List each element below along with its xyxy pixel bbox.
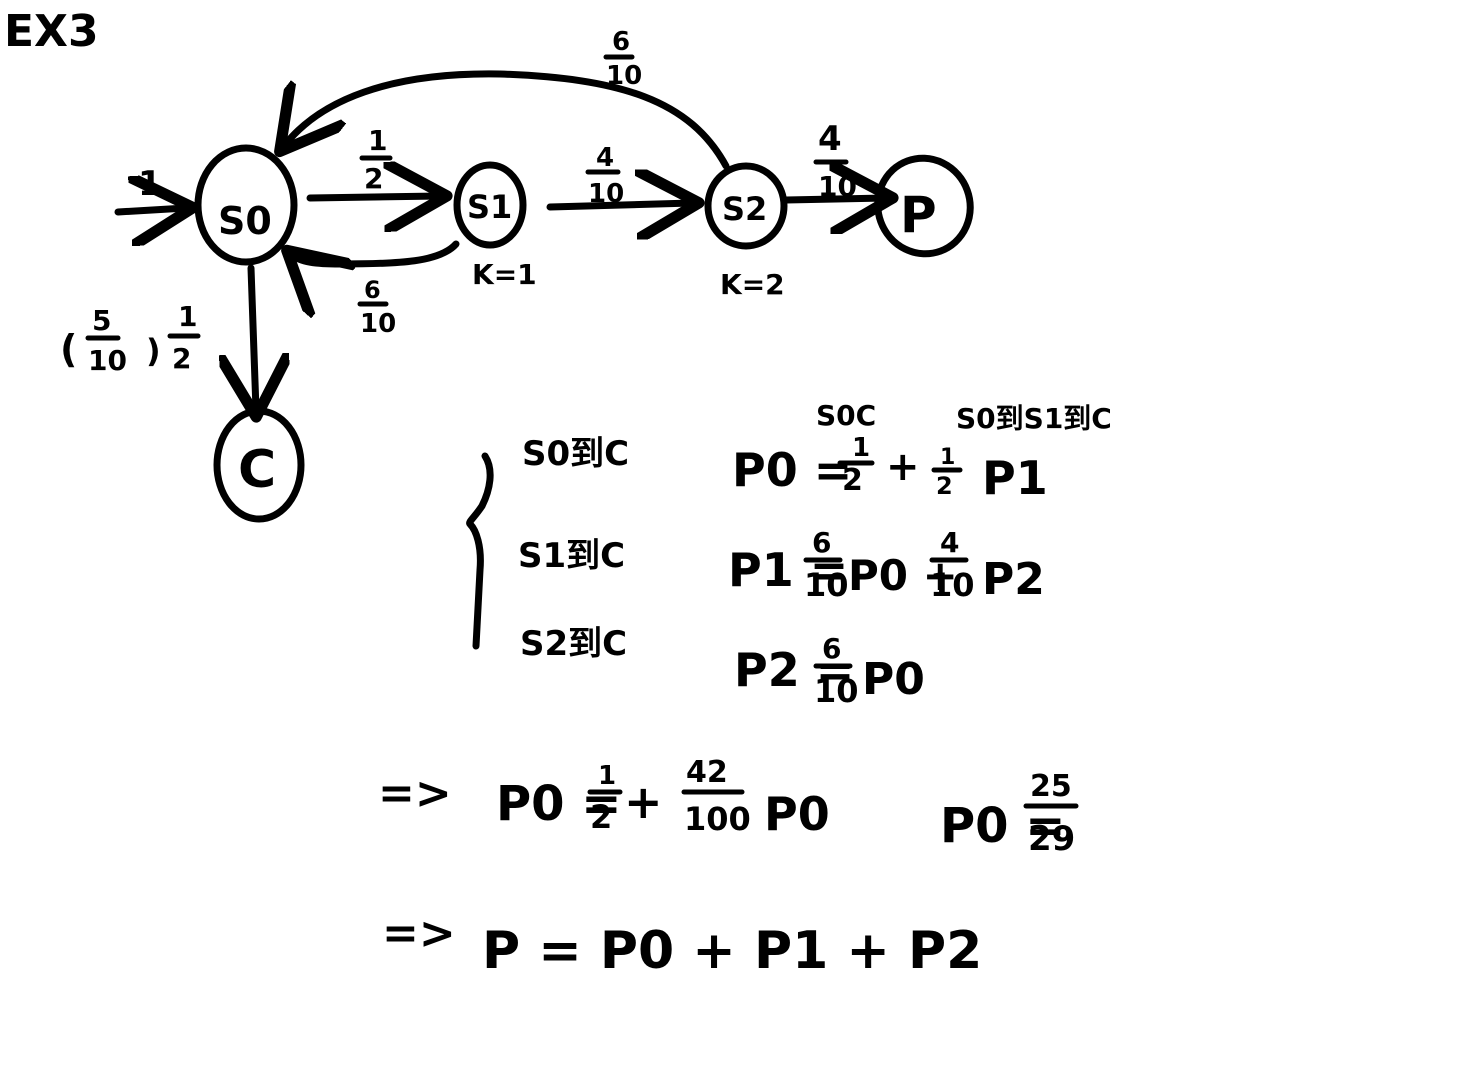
state-s0-label: S0 xyxy=(218,199,272,243)
equation-p1: P1 = 6 10 P0 + 4 10 P2 xyxy=(728,526,1045,605)
system-brace xyxy=(466,452,494,650)
equation-p2-f1-num: 6 xyxy=(822,632,841,665)
equation-p1-f2-num: 4 xyxy=(940,526,959,559)
derivation-arrow-1: => xyxy=(378,768,452,819)
equation-p1-f1-den: 10 xyxy=(804,566,849,604)
edge-s2-s0-den: 10 xyxy=(606,61,642,91)
edge-s0-c-num1: 5 xyxy=(92,304,111,337)
state-p-label: P xyxy=(900,186,937,244)
edge-s1-s2-den: 10 xyxy=(588,179,624,209)
edge-s1-s0-den: 10 xyxy=(360,309,396,339)
state-s1-note: K=1 xyxy=(472,258,537,291)
state-s1-label: S1 xyxy=(467,188,512,226)
state-c: C xyxy=(213,407,305,523)
start-arrow-label: 1 xyxy=(138,164,162,204)
equation-p0-f1-num: 1 xyxy=(852,433,870,463)
edge-s0-s1-num: 1 xyxy=(368,124,387,157)
derivation-result: P0 = 25 29 xyxy=(940,769,1079,859)
edge-s1-s2 xyxy=(546,203,692,207)
derivation-line-1-plus: + xyxy=(624,775,663,829)
edge-s2-p-num: 4 xyxy=(818,119,842,159)
system-row-s2: S2到C xyxy=(520,624,627,664)
state-s1: S1 xyxy=(453,161,527,249)
edge-s2-s0 xyxy=(284,70,730,170)
edge-s1-s0-num: 6 xyxy=(364,276,381,304)
state-c-label: C xyxy=(238,440,276,500)
derivation-line-1-f1-num: 1 xyxy=(598,761,616,791)
derivation-arrow-2: => xyxy=(382,908,456,959)
derivation-line-1-f2-num: 42 xyxy=(686,755,728,790)
derivation-line-2-expr: P = P0 + P1 + P2 xyxy=(482,921,982,981)
edge-s0-s1 xyxy=(306,196,440,198)
equation-p1-tail: P2 xyxy=(982,554,1045,605)
edge-s2-p xyxy=(782,198,886,200)
equation-p0-lhs: P0 = xyxy=(732,443,852,497)
edge-s0-c-num2: 1 xyxy=(178,300,197,333)
equation-p2-tail: P0 xyxy=(862,654,925,705)
edge-s2-p-den: 10 xyxy=(818,170,857,203)
equation-p0-f2-den: 2 xyxy=(936,472,953,500)
equation-p1-f1-num: 6 xyxy=(812,526,831,559)
system-row-s0: S0到C xyxy=(522,434,629,474)
state-s0: S0 xyxy=(194,144,298,266)
edge-s2-s0-num: 6 xyxy=(612,27,630,57)
edge-s0-s1-den: 2 xyxy=(364,162,383,195)
equation-p2-lhs: P2 = xyxy=(734,643,854,697)
annotation-s0c: S0C xyxy=(816,399,876,432)
derivation-line-1-f2-den: 100 xyxy=(684,800,751,838)
equation-p0: P0 = 1 2 + 1 2 P1 xyxy=(732,433,1048,505)
state-s2-label: S2 xyxy=(722,190,767,228)
start-arrow xyxy=(114,208,186,212)
equation-p1-f2-den: 10 xyxy=(930,566,975,604)
derivation-result-num: 25 xyxy=(1030,769,1072,804)
derivation-line-2: => P = P0 + P1 + P2 xyxy=(382,908,982,981)
equation-p0-f2-num: 1 xyxy=(940,445,955,470)
derivation-line-1-lhs: P0 = xyxy=(496,776,622,832)
edge-s1-s2-num: 4 xyxy=(596,143,614,173)
equation-p0-plus: + xyxy=(886,444,920,490)
edge-s0-c xyxy=(251,264,256,410)
diagram-title: EX3 xyxy=(4,6,99,57)
edge-s0-c-close: ) xyxy=(146,332,161,370)
equation-p0-tail: P1 xyxy=(982,451,1048,505)
annotation-s0-s1-c: S0到S1到C xyxy=(956,402,1112,435)
edge-s0-c-den1: 10 xyxy=(88,344,127,377)
equation-p1-lhs: P1 = xyxy=(728,543,848,597)
derivation-line-1-f1-den: 2 xyxy=(590,798,612,836)
equation-p2-f1-den: 10 xyxy=(814,672,859,710)
derivation-line-1-tail: P0 xyxy=(764,787,830,841)
state-s2-note: K=2 xyxy=(720,268,785,301)
equation-p0-f1-den: 2 xyxy=(842,463,863,498)
system-row-s1: S1到C xyxy=(518,536,625,576)
derivation-result-den: 29 xyxy=(1028,819,1075,859)
state-s2: S2 xyxy=(704,162,788,250)
edge-s0-c-open: ( xyxy=(60,327,77,371)
edge-s1-s0 xyxy=(292,240,460,264)
edge-s0-c-den2: 2 xyxy=(172,342,191,375)
derivation-line-1: => P0 = 1 2 + 42 100 P0 xyxy=(378,755,830,841)
equation-p2: P2 = 6 10 P0 xyxy=(734,632,925,710)
state-p: P xyxy=(874,154,974,258)
